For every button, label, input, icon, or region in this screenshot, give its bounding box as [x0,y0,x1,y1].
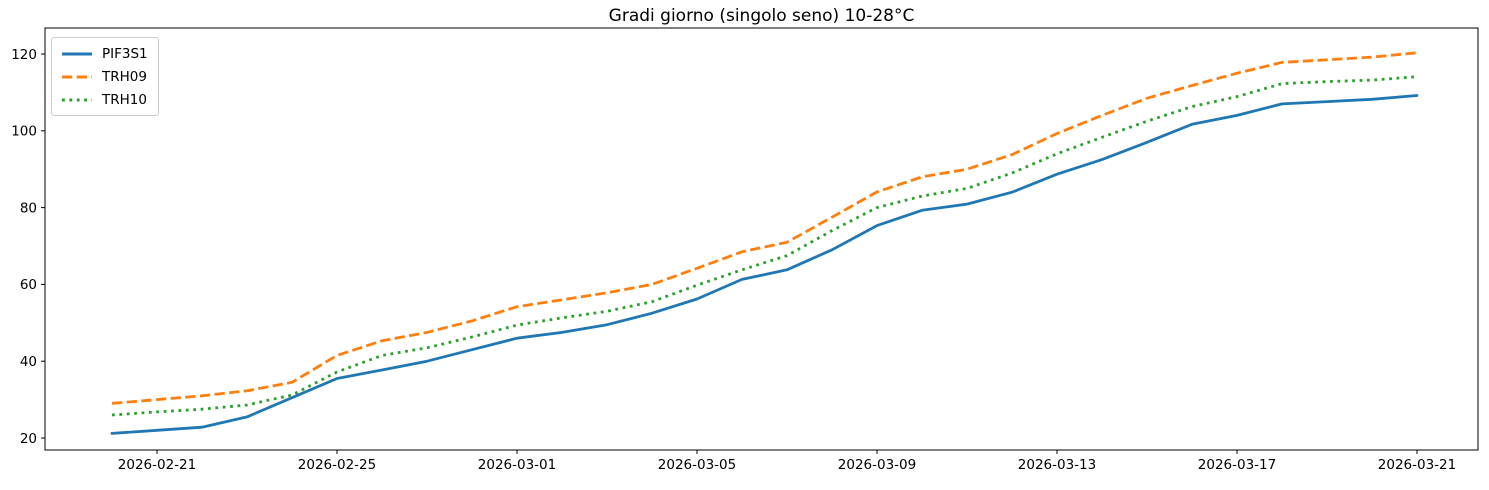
legend-line-sample-solid [62,52,92,55]
y-tick-label: 20 [20,431,37,447]
y-tick-label: 40 [20,354,37,370]
y-tick-label: 80 [20,200,37,216]
y-tick-label: 120 [11,47,37,63]
y-tick-label: 100 [11,124,37,140]
y-tick-label: 60 [20,277,37,293]
x-tick-label: 2026-02-25 [298,457,376,473]
series-line-trh10 [111,75,1418,417]
series-line-trh09 [111,51,1418,405]
x-tick-label: 2026-03-13 [1018,457,1096,473]
legend-line-sample-dashed [62,75,92,78]
x-tick-label: 2026-03-01 [478,457,556,473]
axes-frame [44,27,1479,451]
legend-line-sample-dotted [62,98,92,101]
x-tick-label: 2026-03-09 [838,457,916,473]
x-tick-label: 2026-03-21 [1378,457,1456,473]
legend-item-pif3s1: PIF3S1 [61,43,148,64]
legend-item-trh09: TRH09 [61,66,148,87]
legend-label-pif3s1: PIF3S1 [102,45,148,62]
x-tick-label: 2026-03-05 [658,457,736,473]
x-tick-label: 2026-03-17 [1198,457,1276,473]
series-line-pif3s1 [110,94,1419,435]
legend-label-trh09: TRH09 [102,68,147,85]
legend-item-trh10: TRH10 [61,89,148,110]
legend: PIF3S1 TRH09 TRH10 [51,37,159,116]
chart-title: Gradi giorno (singolo seno) 10-28°C [608,6,915,26]
x-tick-label: 2026-02-21 [118,457,196,473]
legend-label-trh10: TRH10 [102,91,147,108]
